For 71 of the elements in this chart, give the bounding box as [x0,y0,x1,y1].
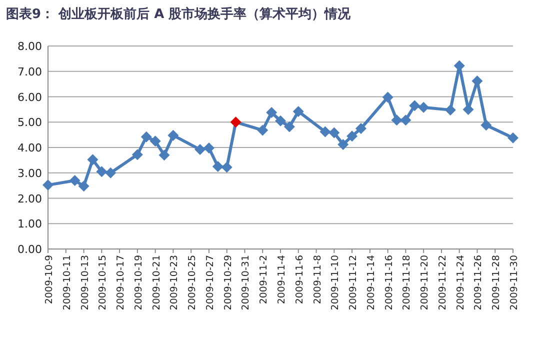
point [140,131,152,142]
x-tick-label: 2009-10-19 [133,255,144,310]
point [87,154,98,166]
y-tick-label: 7.00 [18,65,42,78]
x-tick-label: 2009-10-17 [116,255,127,310]
y-tick-label: 5.00 [18,116,42,130]
point [292,106,304,117]
point [266,106,278,118]
x-tick-label: 2009-11-4 [276,255,288,304]
point [382,92,394,103]
y-tick-label: 4.00 [18,142,42,154]
x-tick-label: 2009-11-12 [348,255,360,310]
point [400,114,412,126]
point [105,167,116,178]
x-tick-label: 2009-10-21 [151,255,162,310]
point [391,114,402,126]
x-tick-label: 2009-11-14 [366,255,377,310]
y-tick-label: 6.00 [18,90,42,104]
point [418,102,430,113]
point [508,132,518,144]
x-tick-label: 2009-10-27 [204,255,216,310]
y-tick-label: 8.00 [18,40,42,53]
y-tick-label: 3.00 [18,166,42,180]
x-tick-label: 2009-10-25 [187,255,198,310]
point [150,136,161,147]
y-tick-label: 0.00 [18,243,42,256]
x-tick-label: 2009-10-11 [62,255,73,310]
point [78,180,90,192]
x-tick-label: 2009-11-16 [384,255,395,310]
point [257,124,268,136]
point [212,161,224,172]
point [275,115,286,126]
x-tick-label: 2009-11-8 [312,255,324,304]
point [132,149,143,160]
x-tick-label: 2009-11-20 [420,255,431,310]
point [221,162,232,173]
point [480,120,492,131]
x-tick-label: 2009-11-6 [294,255,306,304]
point [194,144,206,156]
x-tick-label: 2009-10-23 [169,255,180,310]
x-tick-label: 2009-11-28 [491,255,502,310]
point [355,122,366,134]
point [96,166,108,178]
x-tick-label: 2009-11-2 [258,255,270,304]
point [203,142,214,154]
point [409,100,420,112]
point [42,180,54,191]
x-tick-label: 2009-11-22 [437,255,448,310]
x-tick-label: 2009-11-24 [455,255,466,310]
point [346,130,358,142]
x-tick-label: 2009-10-31 [240,255,252,310]
point [328,127,340,138]
point [338,138,349,150]
point [69,174,80,186]
point [158,150,170,161]
point [230,116,242,128]
x-tick-label: 2009-10-9 [44,255,55,304]
x-tick-label: 2009-11-30 [509,255,520,310]
point [320,126,331,138]
x-tick-label: 2009-10-13 [80,255,91,310]
x-tick-label: 2009-11-26 [473,255,484,310]
x-tick-label: 2009-11-18 [402,255,413,310]
x-tick-label: 2009-10-29 [222,255,234,310]
y-tick-label: 1.00 [18,218,42,231]
x-tick-label: 2009-11-10 [330,255,342,310]
chart-title: 图表9： 创业板开板前后 A 股市场换手率（算术平均）情况 [6,6,352,22]
point [444,104,456,116]
x-tick-label: 2009-10-15 [98,255,109,310]
y-tick-label: 2.00 [18,192,42,206]
point [284,121,295,132]
point [168,130,179,141]
